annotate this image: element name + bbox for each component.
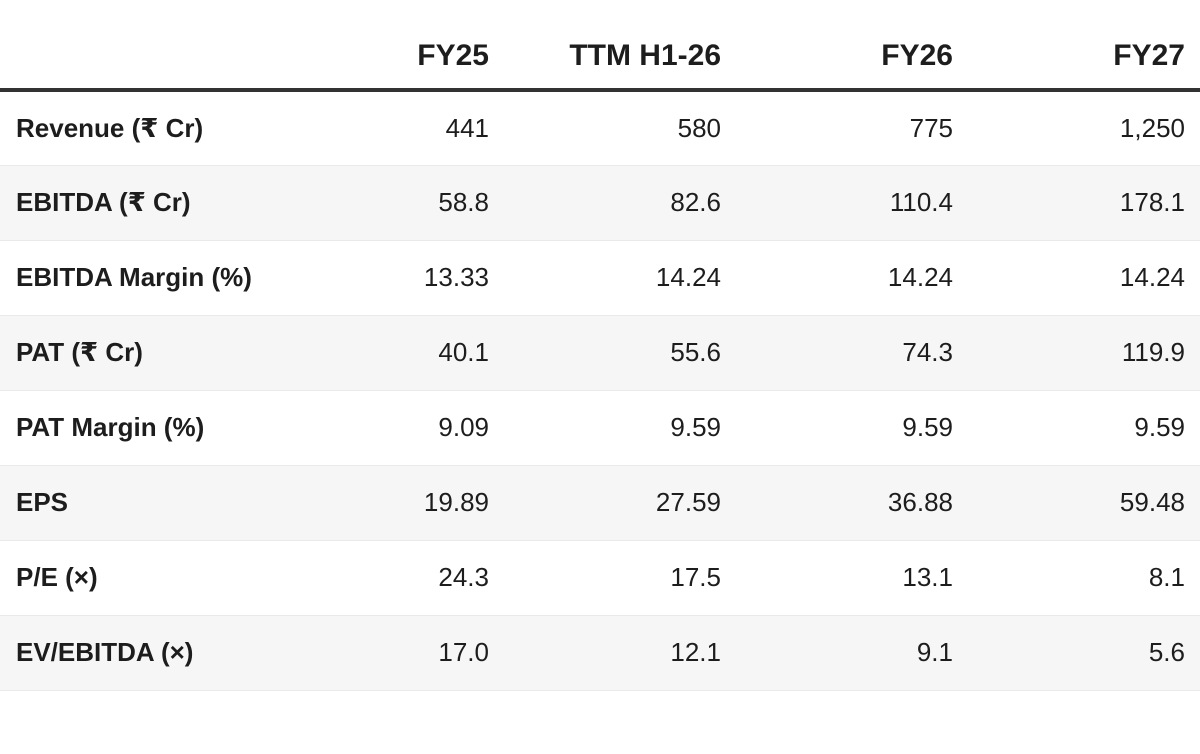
row-label: EBITDA Margin (%) bbox=[0, 240, 272, 316]
row-label: PAT Margin (%) bbox=[0, 390, 272, 466]
table-body: Revenue (₹ Cr) 441 580 775 1,250 EBITDA (₹ Cr… bbox=[0, 90, 1200, 691]
cell-value: 13.1 bbox=[736, 540, 968, 616]
cell-value: 13.33 bbox=[272, 240, 504, 316]
row-label: EV/EBITDA (×) bbox=[0, 615, 272, 691]
row-label: EPS bbox=[0, 465, 272, 541]
table-row: Revenue (₹ Cr) 441 580 775 1,250 bbox=[0, 90, 1200, 166]
column-header: FY26 bbox=[736, 0, 968, 92]
cell-value: 24.3 bbox=[272, 540, 504, 616]
row-label: P/E (×) bbox=[0, 540, 272, 616]
cell-value: 580 bbox=[504, 90, 736, 166]
table-row: EBITDA (₹ Cr) 58.8 82.6 110.4 178.1 bbox=[0, 165, 1200, 241]
cell-value: 14.24 bbox=[504, 240, 736, 316]
cell-value: 119.9 bbox=[968, 315, 1200, 391]
table-row: P/E (×) 24.3 17.5 13.1 8.1 bbox=[0, 540, 1200, 616]
cell-value: 36.88 bbox=[736, 465, 968, 541]
row-label: Revenue (₹ Cr) bbox=[0, 90, 272, 166]
cell-value: 17.0 bbox=[272, 615, 504, 691]
cell-value: 9.1 bbox=[736, 615, 968, 691]
table-row: EPS 19.89 27.59 36.88 59.48 bbox=[0, 465, 1200, 541]
cell-value: 110.4 bbox=[736, 165, 968, 241]
cell-value: 27.59 bbox=[504, 465, 736, 541]
cell-value: 58.8 bbox=[272, 165, 504, 241]
cell-value: 19.89 bbox=[272, 465, 504, 541]
cell-value: 9.59 bbox=[504, 390, 736, 466]
table-header: FY25 TTM H1-26 FY26 FY27 bbox=[0, 0, 1200, 92]
cell-value: 40.1 bbox=[272, 315, 504, 391]
column-header: TTM H1-26 bbox=[504, 0, 736, 92]
table-row: EV/EBITDA (×) 17.0 12.1 9.1 5.6 bbox=[0, 615, 1200, 691]
table-row: EBITDA Margin (%) 13.33 14.24 14.24 14.24 bbox=[0, 240, 1200, 316]
cell-value: 9.09 bbox=[272, 390, 504, 466]
cell-value: 9.59 bbox=[968, 390, 1200, 466]
cell-value: 9.59 bbox=[736, 390, 968, 466]
cell-value: 82.6 bbox=[504, 165, 736, 241]
row-label: PAT (₹ Cr) bbox=[0, 315, 272, 391]
cell-value: 5.6 bbox=[968, 615, 1200, 691]
header-row: FY25 TTM H1-26 FY26 FY27 bbox=[0, 0, 1200, 92]
cell-value: 55.6 bbox=[504, 315, 736, 391]
table-row: PAT (₹ Cr) 40.1 55.6 74.3 119.9 bbox=[0, 315, 1200, 391]
table-row: PAT Margin (%) 9.09 9.59 9.59 9.59 bbox=[0, 390, 1200, 466]
cell-value: 14.24 bbox=[968, 240, 1200, 316]
financial-projections-table: FY25 TTM H1-26 FY26 FY27 Revenue (₹ Cr) 441 5… bbox=[0, 0, 1200, 691]
cell-value: 178.1 bbox=[968, 165, 1200, 241]
row-label: EBITDA (₹ Cr) bbox=[0, 165, 272, 241]
cell-value: 441 bbox=[272, 90, 504, 166]
cell-value: 8.1 bbox=[968, 540, 1200, 616]
cell-value: 1,250 bbox=[968, 90, 1200, 166]
cell-value: 12.1 bbox=[504, 615, 736, 691]
column-header: FY27 bbox=[968, 0, 1200, 92]
cell-value: 775 bbox=[736, 90, 968, 166]
corner-header-cell bbox=[0, 0, 272, 92]
projections-table: FY25 TTM H1-26 FY26 FY27 Revenue (₹ Cr) 441 5… bbox=[0, 0, 1200, 691]
cell-value: 74.3 bbox=[736, 315, 968, 391]
column-header: FY25 bbox=[272, 0, 504, 92]
cell-value: 17.5 bbox=[504, 540, 736, 616]
cell-value: 59.48 bbox=[968, 465, 1200, 541]
cell-value: 14.24 bbox=[736, 240, 968, 316]
